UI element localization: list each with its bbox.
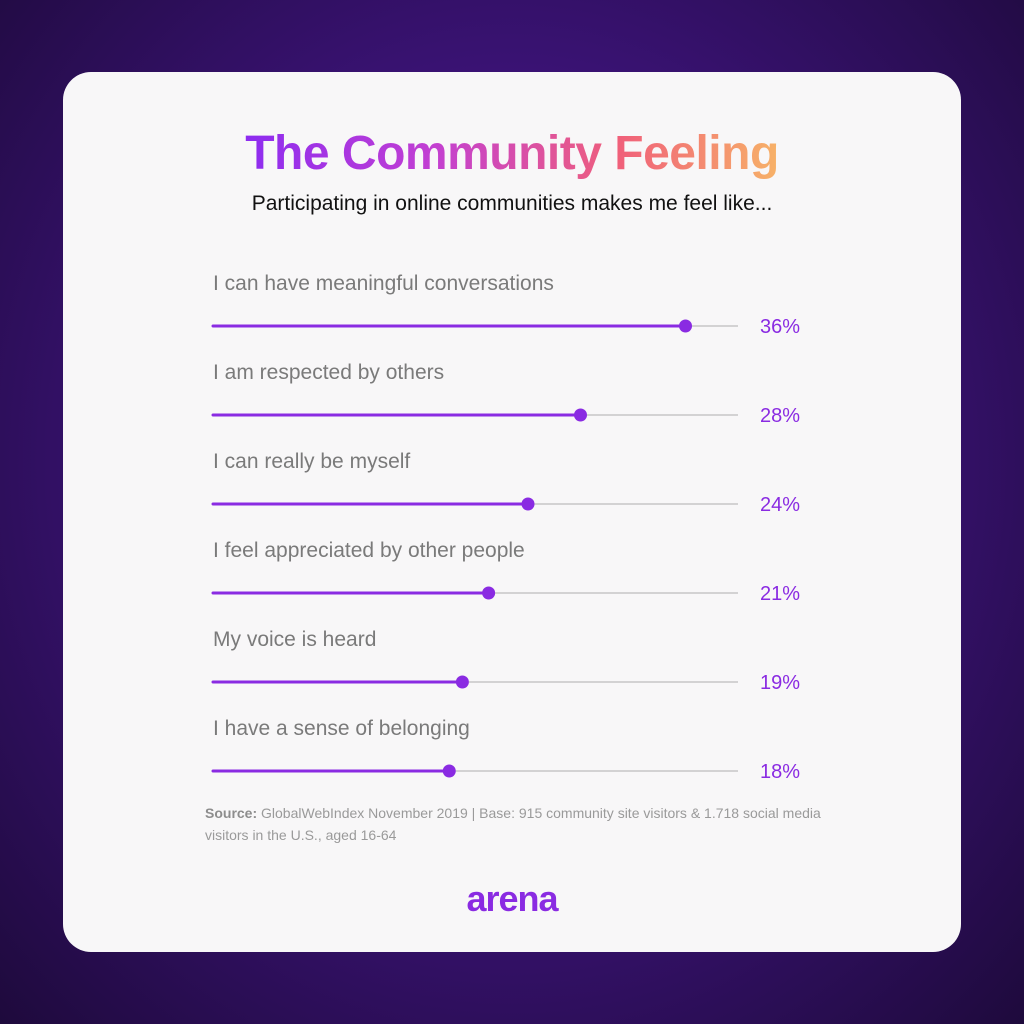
bar-marker bbox=[574, 408, 587, 422]
source-note: Source: GlobalWebIndex November 2019 | B… bbox=[205, 802, 845, 846]
bar-marker bbox=[679, 319, 692, 333]
value-label: 36% bbox=[760, 316, 800, 338]
bar-label: My voice is heard bbox=[213, 628, 376, 651]
value-label: 21% bbox=[760, 583, 800, 605]
value-label: 19% bbox=[760, 672, 800, 694]
bar-label: I am respected by others bbox=[213, 361, 444, 384]
bar-label: I can really be myself bbox=[213, 450, 410, 473]
value-label: 18% bbox=[760, 761, 800, 783]
bar-marker bbox=[455, 675, 469, 689]
lollipop-chart: I can have meaningful conversations 36% I … bbox=[211, 272, 800, 783]
source-label: Source: bbox=[205, 805, 258, 821]
source-text: GlobalWebIndex November 2019 | Base: 915… bbox=[205, 805, 821, 843]
arena-logo: arena bbox=[466, 878, 558, 919]
value-label: 24% bbox=[760, 494, 800, 516]
bar-label: I feel appreciated by other people bbox=[213, 539, 525, 562]
bar-marker bbox=[521, 497, 535, 511]
bar-label: I can have meaningful conversations bbox=[213, 272, 554, 295]
bar-marker bbox=[482, 586, 496, 600]
bar-marker bbox=[442, 764, 456, 778]
page-title: The Community Feeling bbox=[245, 127, 779, 180]
value-label: 28% bbox=[760, 405, 800, 427]
bar-label: I have a sense of belonging bbox=[213, 717, 470, 740]
page-subtitle: Participating in online communities make… bbox=[251, 192, 773, 215]
infographic-card: The Community Feeling Participating in o… bbox=[63, 72, 961, 952]
